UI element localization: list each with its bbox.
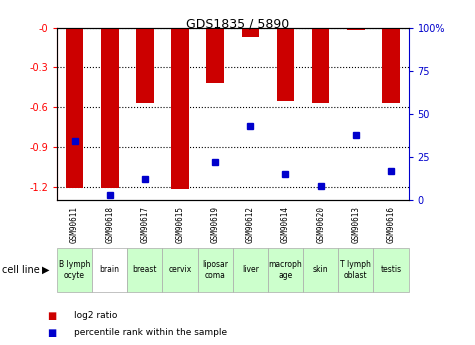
Bar [206, 28, 224, 83]
Text: GSM90613: GSM90613 [352, 206, 360, 243]
Bar [242, 28, 259, 37]
Text: GSM90616: GSM90616 [387, 206, 395, 243]
FancyBboxPatch shape [198, 248, 233, 292]
FancyBboxPatch shape [303, 248, 338, 292]
Text: ▶: ▶ [42, 265, 49, 275]
Text: testis: testis [380, 265, 401, 275]
Text: cell line: cell line [2, 265, 40, 275]
Bar [171, 28, 189, 189]
FancyBboxPatch shape [92, 248, 127, 292]
FancyBboxPatch shape [233, 248, 268, 292]
FancyBboxPatch shape [127, 248, 162, 292]
FancyBboxPatch shape [268, 248, 303, 292]
Text: T lymph
oblast: T lymph oblast [340, 260, 371, 280]
Text: liposar
coma: liposar coma [202, 260, 228, 280]
Text: GSM90614: GSM90614 [281, 206, 290, 243]
Text: ■: ■ [48, 328, 57, 338]
Text: skin: skin [313, 265, 328, 275]
Text: percentile rank within the sample: percentile rank within the sample [74, 328, 227, 337]
Bar [276, 28, 294, 101]
Text: GSM90615: GSM90615 [176, 206, 184, 243]
Text: brain: brain [100, 265, 120, 275]
Text: ■: ■ [48, 311, 57, 321]
Bar [66, 28, 84, 188]
Text: cervix: cervix [169, 265, 191, 275]
FancyBboxPatch shape [373, 248, 408, 292]
Text: macroph
age: macroph age [268, 260, 303, 280]
Text: GSM90619: GSM90619 [211, 206, 219, 243]
Text: GSM90618: GSM90618 [105, 206, 114, 243]
Bar [101, 28, 119, 188]
Text: GSM90620: GSM90620 [316, 206, 325, 243]
Text: liver: liver [242, 265, 259, 275]
Bar [347, 28, 364, 30]
Text: GSM90612: GSM90612 [246, 206, 255, 243]
Bar [382, 28, 399, 103]
Bar [312, 28, 329, 103]
Text: B lymph
ocyte: B lymph ocyte [59, 260, 90, 280]
FancyBboxPatch shape [57, 248, 92, 292]
Bar [136, 28, 153, 103]
Text: breast: breast [133, 265, 157, 275]
Text: GSM90617: GSM90617 [141, 206, 149, 243]
FancyBboxPatch shape [162, 248, 198, 292]
Text: GDS1835 / 5890: GDS1835 / 5890 [186, 17, 289, 30]
Text: GSM90611: GSM90611 [70, 206, 79, 243]
FancyBboxPatch shape [338, 248, 373, 292]
Text: log2 ratio: log2 ratio [74, 311, 117, 320]
